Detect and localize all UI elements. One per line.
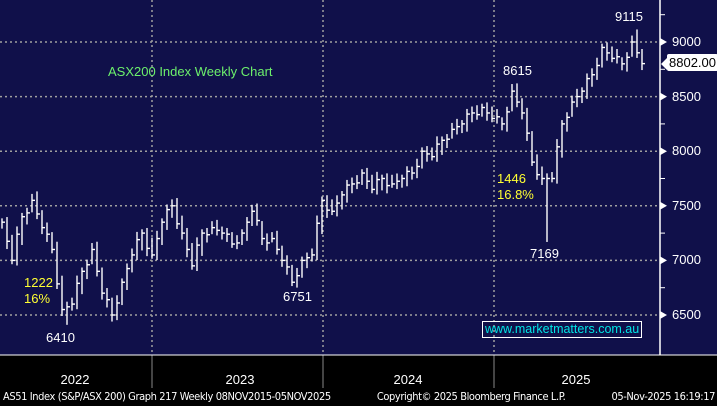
ytick-arrow xyxy=(660,256,667,265)
annotation-drop-2025-pct: 16.8% xyxy=(497,187,534,202)
annotation-high-2024: 8615 xyxy=(503,63,532,78)
xtick-label: 2023 xyxy=(225,372,255,387)
ytick-label: 9000 xyxy=(672,34,701,49)
xtick-label: 2022 xyxy=(60,372,90,387)
chart-title: ASX200 Index Weekly Chart xyxy=(108,64,273,79)
ytick-arrow xyxy=(660,38,667,46)
watermark-url: www.marketmatters.com.au xyxy=(482,321,643,338)
ytick-label: 6500 xyxy=(672,307,701,322)
ytick-arrow xyxy=(660,147,667,156)
ytick-arrow xyxy=(660,201,667,210)
footer-security: AS51 Index (S&P/ASX 200) Graph 217 Weekl… xyxy=(3,390,331,403)
ytick-label: 8500 xyxy=(672,88,701,104)
annotation-drop-2022-pct: 16% xyxy=(24,291,51,306)
last-price-tag: 8802.00 xyxy=(661,54,717,71)
annotation-low-2023: 6751 xyxy=(283,289,312,304)
annotation-low-2022: 6410 xyxy=(46,330,75,345)
annotation-drop-2022-points: 1222 xyxy=(24,275,53,290)
xtick-label: 2025 xyxy=(561,372,591,387)
annotation-high-2025: 9115 xyxy=(615,9,643,24)
ytick-label: 7000 xyxy=(672,252,701,268)
footer-copyright: Copyright© 2025 Bloomberg Finance L.P. xyxy=(376,390,566,403)
ytick-arrow xyxy=(660,92,667,101)
footer-timestamp: 05-Nov-2025 16:19:17 xyxy=(611,390,715,403)
ytick-label: 8000 xyxy=(672,143,701,159)
xtick-label: 2024 xyxy=(393,372,423,387)
ytick-arrow xyxy=(660,311,667,319)
ytick-label: 7500 xyxy=(672,197,701,213)
annotation-drop-2025-points: 1446 xyxy=(497,171,526,186)
footer-bar: AS51 Index (S&P/ASX 200) Graph 217 Weekl… xyxy=(3,390,715,403)
annotation-low-2025: 7169 xyxy=(530,246,559,261)
